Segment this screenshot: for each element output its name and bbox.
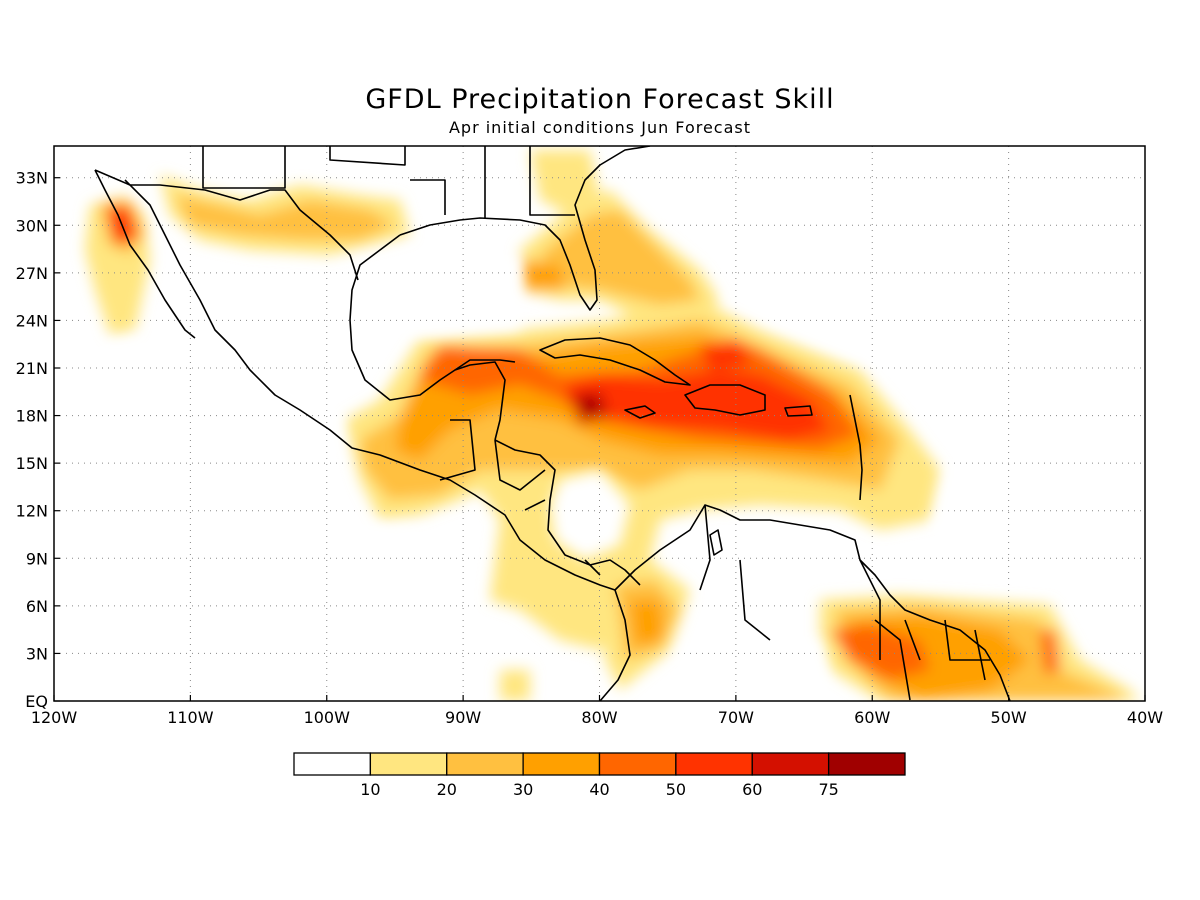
graticule <box>54 146 1145 701</box>
southwest-no-skill <box>54 330 480 701</box>
gulf-of-mexico-coast <box>349 234 506 441</box>
colorbar: 10 20 30 40 50 60 75 <box>293 752 906 799</box>
colorbar-swatch <box>827 752 906 776</box>
lon-tick-label: 70W <box>718 708 754 727</box>
atlantic-no-skill <box>720 280 1145 560</box>
lon-tick-label: 50W <box>991 708 1027 727</box>
us-mexico-border <box>94 169 359 281</box>
lon-tick-label: 40W <box>1127 708 1163 727</box>
amazon-no-skill <box>680 620 830 701</box>
colorbar-swatch <box>522 752 601 776</box>
gulf-no-skill <box>340 250 520 335</box>
lon-tick-label: 80W <box>581 708 617 727</box>
yucatan-coast <box>454 359 516 371</box>
colorbar-label: 40 <box>589 780 609 799</box>
shade-level-50 <box>565 370 830 440</box>
lat-tick-label: 12N <box>16 502 48 521</box>
colorbar-label: 10 <box>360 780 380 799</box>
lon-tick-label: 120W <box>31 708 78 727</box>
south-america-north-coast <box>614 504 1011 701</box>
central-america-borders <box>439 419 881 660</box>
colorbar-label: 60 <box>742 780 762 799</box>
shade-level-75 <box>580 398 600 415</box>
lat-tick-label: 3N <box>26 644 48 663</box>
latitude-labels: 33N 30N 27N 24N 21N 18N 15N 12N 9N 6N 3N EQ <box>16 169 60 711</box>
lat-tick-label: 18N <box>16 407 48 426</box>
lon-tick-label: 90W <box>445 708 481 727</box>
mexico-pacific-coast <box>124 179 616 591</box>
shade-level-40c <box>1040 630 1060 675</box>
colorbar-swatch <box>293 752 372 776</box>
central-america-caribbean-coast <box>494 439 641 586</box>
lat-tick-label: 21N <box>16 359 48 378</box>
colorbar-label: 75 <box>818 780 838 799</box>
us-state-lines <box>202 146 575 218</box>
shade-level-20c <box>175 195 395 240</box>
hispaniola <box>684 384 766 416</box>
shade-level-10g <box>530 150 600 215</box>
lon-tick-label: 60W <box>854 708 890 727</box>
colorbar-label: 50 <box>666 780 686 799</box>
colorbar-label: 30 <box>513 780 533 799</box>
shade-level-10h <box>500 670 530 701</box>
lat-tick-label: 33N <box>16 169 48 188</box>
shade-level-30c <box>520 260 565 290</box>
skill-shading <box>54 150 1145 701</box>
shade-level-20b <box>540 210 700 305</box>
shade-level-30d <box>630 600 665 645</box>
puerto-rico <box>784 405 813 417</box>
lat-tick-label: 27N <box>16 264 48 283</box>
longitude-labels: 120W 110W 100W 90W 80W 70W 60W 50W 40W <box>31 695 1163 727</box>
shade-level-50c <box>110 212 132 240</box>
guianas-borders <box>874 619 990 701</box>
lat-tick-label: 24N <box>16 311 48 330</box>
colorbar-label: 20 <box>437 780 457 799</box>
baja-california-coast <box>94 169 196 339</box>
coastlines <box>94 146 1011 701</box>
jamaica <box>624 405 656 419</box>
us-gulf-coast <box>399 146 651 311</box>
lat-tick-label: EQ <box>25 692 48 711</box>
south-america-pacific-coast <box>599 589 631 701</box>
colorbar-swatch <box>675 752 753 776</box>
shade-level-50b <box>700 340 750 370</box>
honduras-gulf-no-skill <box>550 470 630 560</box>
cuba <box>539 337 691 386</box>
lat-tick-label: 15N <box>16 454 48 473</box>
lat-tick-label: 9N <box>26 549 48 568</box>
lat-tick-label: 6N <box>26 597 48 616</box>
colorbar-swatch <box>446 752 524 776</box>
lat-tick-label: 30N <box>16 216 48 235</box>
lake-maracaibo <box>709 529 723 556</box>
colorbar-swatch <box>369 752 448 776</box>
map-title: GFDL Precipitation Forecast Skill <box>365 84 835 115</box>
colorbar-swatch <box>598 752 677 776</box>
map-subtitle: Apr initial conditions Jun Forecast <box>448 118 752 137</box>
lesser-antilles <box>849 394 863 501</box>
colorbar-swatch <box>751 752 830 776</box>
lon-tick-label: 110W <box>167 708 214 727</box>
lon-tick-label: 100W <box>304 708 351 727</box>
